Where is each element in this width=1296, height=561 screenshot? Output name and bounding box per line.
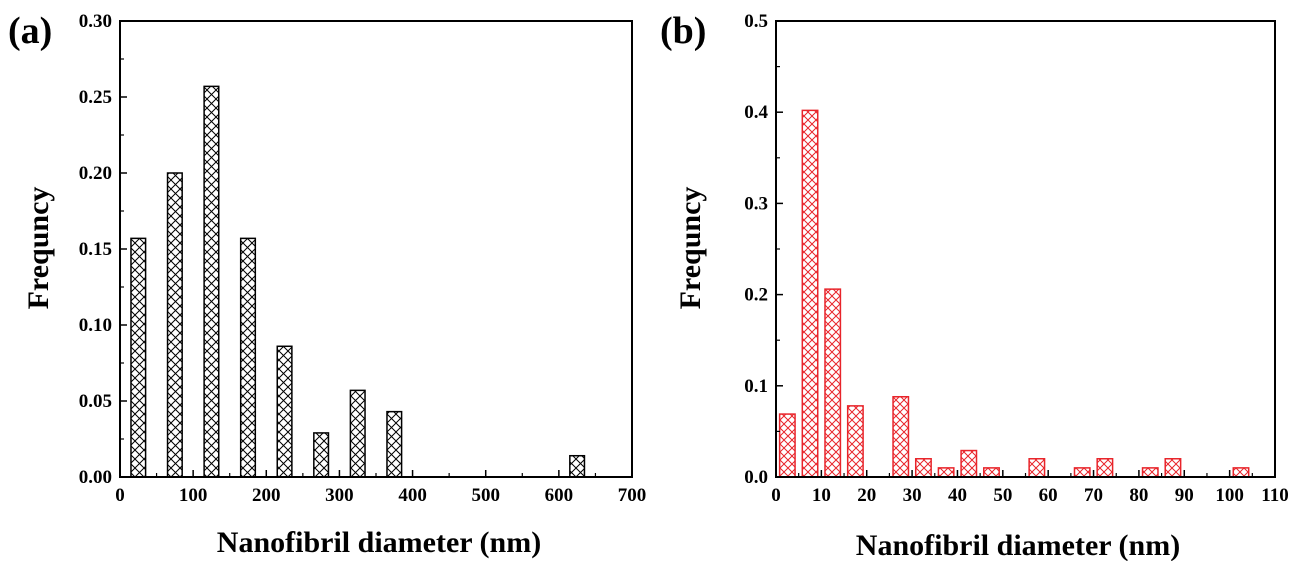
- bar-b-2: [824, 288, 842, 478]
- y-tick-label-b-1: 0.1: [744, 376, 768, 397]
- y-tick-label-a-3: 0.15: [79, 239, 112, 260]
- x-tick-label-a-7: 700: [618, 485, 647, 506]
- y-tick-label-b-2: 0.2: [744, 285, 768, 306]
- bar-b-1: [801, 109, 819, 478]
- plot-frame-a: [119, 20, 633, 478]
- bar-a-5: [313, 432, 330, 478]
- y-tick-label-a-6: 0.30: [79, 11, 112, 32]
- y-tick-label-b-5: 0.5: [744, 11, 768, 32]
- bar-b-13: [1164, 458, 1182, 478]
- y-tick-label-a-0: 0.00: [79, 467, 112, 488]
- bar-a-2: [203, 85, 220, 478]
- y-tick-label-a-2: 0.10: [79, 315, 112, 336]
- x-tick-label-b-4: 40: [948, 485, 967, 506]
- x-tick-label-a-1: 100: [179, 485, 208, 506]
- bar-a-7: [386, 410, 403, 478]
- bar-b-5: [914, 458, 932, 478]
- bar-a-4: [276, 345, 293, 478]
- panel-label-b: (b): [660, 10, 706, 52]
- y-tick-label-b-4: 0.4: [744, 102, 768, 123]
- x-tick-label-a-6: 600: [545, 485, 574, 506]
- bar-b-7: [960, 449, 978, 478]
- x-tick-label-a-4: 400: [398, 485, 427, 506]
- bar-b-14: [1232, 467, 1250, 478]
- chart-panel-b: (b) Frequncy Nanofibril diameter (nm) 0 1…: [660, 10, 1289, 561]
- x-tick-label-b-7: 70: [1084, 485, 1103, 506]
- bar-b-0: [778, 413, 796, 478]
- bar-b-4: [892, 395, 910, 478]
- x-tick-label-b-2: 20: [857, 485, 876, 506]
- bar-b-9: [1028, 458, 1046, 478]
- y-tick-label-a-5: 0.25: [79, 87, 112, 108]
- x-tick-label-b-6: 60: [1039, 485, 1058, 506]
- panel-label-a: (a): [8, 10, 52, 52]
- bar-a-6: [349, 389, 366, 478]
- x-tick-label-a-3: 300: [325, 485, 354, 506]
- y-tick-label-b-3: 0.3: [744, 193, 768, 214]
- bar-b-8: [983, 467, 1000, 478]
- x-tick-label-b-3: 30: [903, 485, 922, 506]
- y-axis-title-b: Frequncy: [674, 187, 707, 310]
- x-tick-label-b-0: 0: [771, 485, 781, 506]
- bar-a-3: [239, 237, 257, 478]
- x-axis-title-a: Nanofibril diameter (nm): [217, 526, 541, 559]
- bar-b-11: [1096, 458, 1114, 478]
- y-tick-label-b-0: 0.0: [744, 467, 768, 488]
- x-tick-label-b-11: 110: [1261, 485, 1288, 506]
- y-tick-label-a-1: 0.05: [79, 391, 112, 412]
- x-tick-label-b-8: 80: [1129, 485, 1148, 506]
- bar-a-0: [130, 237, 147, 478]
- x-tick-label-a-0: 0: [115, 485, 125, 506]
- x-tick-label-a-2: 200: [252, 485, 281, 506]
- bar-b-12: [1141, 467, 1159, 478]
- bar-a-8: [569, 454, 586, 478]
- x-tick-label-b-10: 100: [1215, 485, 1244, 506]
- bar-b-6: [937, 467, 955, 478]
- bar-b-3: [846, 405, 864, 478]
- y-axis-title-a: Frequncy: [22, 187, 55, 310]
- plot-area-b: 0 10 20 30 40 50 60 70 80 90 100 110 0.0 0.1 0.2 0.3 0.4…: [744, 11, 1288, 506]
- x-tick-label-a-5: 500: [471, 485, 500, 506]
- y-tick-label-a-4: 0.20: [79, 163, 112, 184]
- x-axis-title-b: Nanofibril diameter (nm): [856, 529, 1180, 561]
- bar-b-10: [1073, 467, 1091, 478]
- bar-a-1: [166, 172, 183, 478]
- chart-panel-a: (a) Frequncy Nanofibril diameter (nm) 0 1…: [8, 10, 646, 559]
- x-tick-label-b-5: 50: [993, 485, 1012, 506]
- x-tick-label-b-1: 10: [812, 485, 831, 506]
- plot-area-a: 0 100 200 300 400 500 600 700 0.00 0.05 0.10 0.15 0.…: [79, 11, 647, 506]
- x-tick-label-b-9: 90: [1175, 485, 1194, 506]
